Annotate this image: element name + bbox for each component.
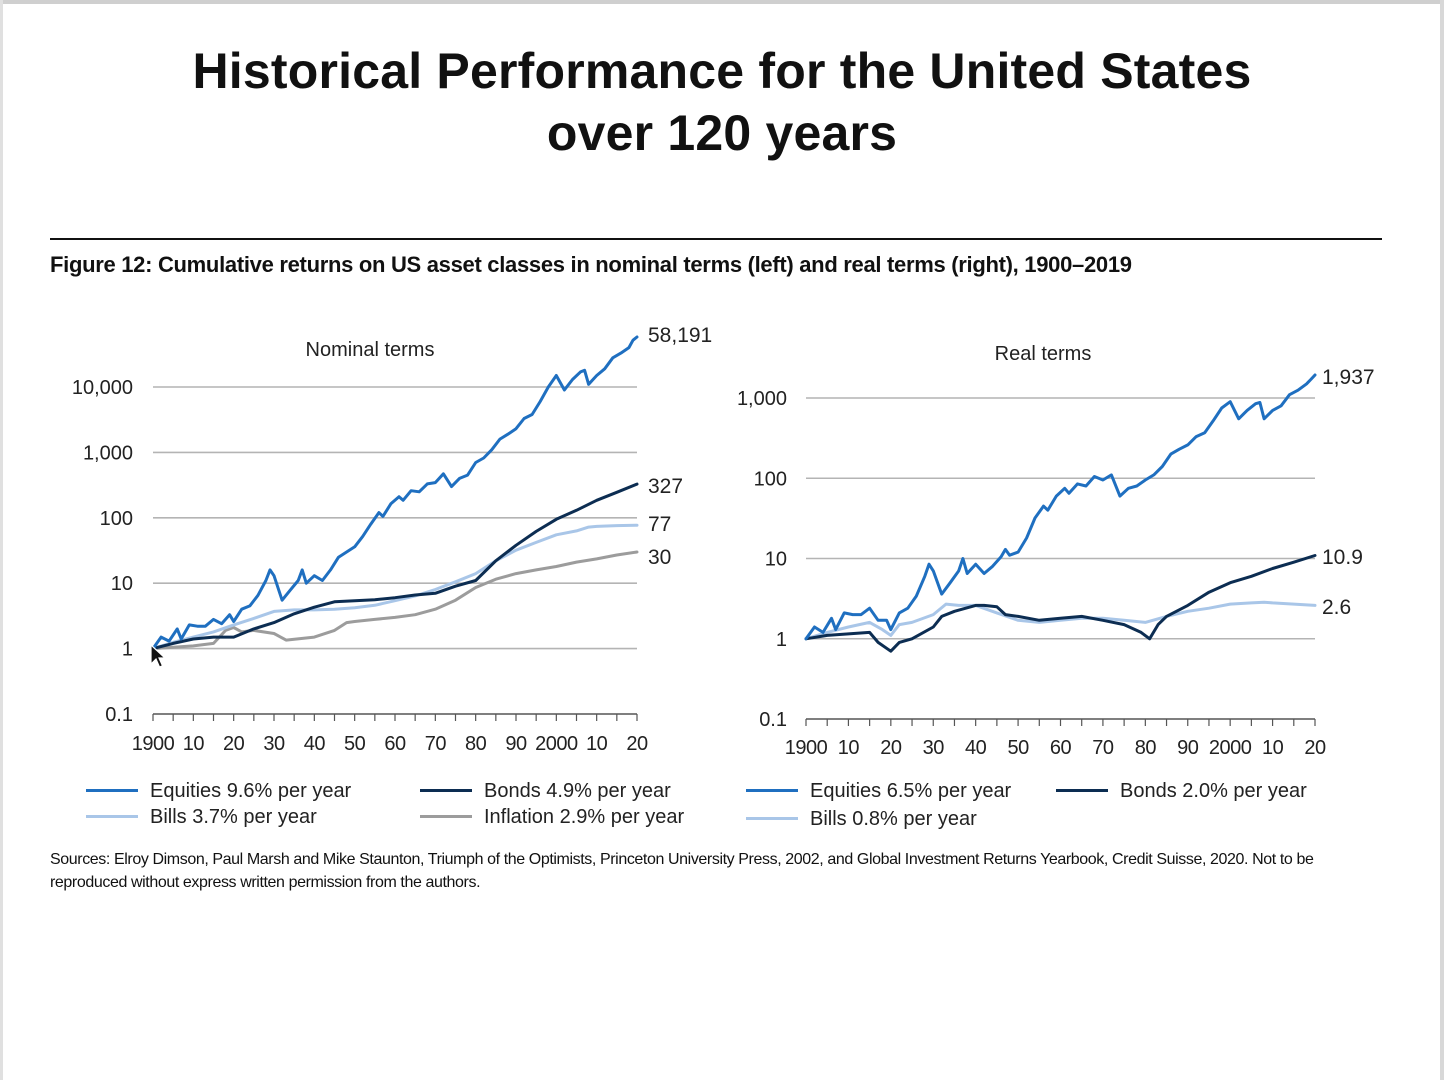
end-label-equities: 1,937 — [1322, 366, 1375, 389]
y-tick-label: 100 — [754, 468, 787, 490]
charts-canvas: Nominal terms 10,000 1,000 100 10 1 0.1 1900 10 2… — [72, 324, 1375, 759]
x-tick-label: 70 — [1092, 737, 1114, 759]
x-tick-label: 1900 — [132, 733, 175, 755]
sources-note: Sources: Elroy Dimson, Paul Marsh and Mi… — [50, 851, 1314, 891]
y-tick-label: 0.1 — [105, 704, 133, 726]
y-tick-label: 10 — [765, 549, 787, 571]
x-tick-label: 2000 — [535, 733, 578, 755]
x-tick-label: 20 — [880, 737, 902, 759]
y-tick-label: 1,000 — [737, 388, 787, 410]
series-line-equities — [804, 373, 1317, 641]
x-tick-label: 20 — [223, 733, 245, 755]
x-tick-label: 60 — [384, 733, 406, 755]
end-label-bills: 77 — [648, 513, 671, 536]
chart-title: Real terms — [995, 343, 1092, 365]
y-tick-label: 0.1 — [759, 709, 787, 731]
x-tick-label: 30 — [923, 737, 945, 759]
end-label-bills: 2.6 — [1322, 596, 1351, 619]
x-tick-label: 40 — [304, 733, 326, 755]
legend-label: Bills 3.7% per year — [150, 806, 317, 828]
series-line-bonds — [804, 554, 1317, 653]
y-tick-label: 100 — [100, 508, 133, 530]
x-tick-label: 20 — [626, 733, 648, 755]
series-line-inflation — [151, 550, 639, 651]
legend-label: Equities 9.6% per year — [150, 780, 352, 802]
legend-swatch — [746, 789, 798, 792]
x-tick-label: 50 — [1007, 737, 1029, 759]
end-label-bonds: 327 — [648, 475, 683, 498]
x-tick-label: 80 — [1135, 737, 1157, 759]
mouse-cursor-icon — [150, 644, 166, 668]
chart-title: Nominal terms — [306, 339, 435, 361]
x-tick-label: 60 — [1050, 737, 1072, 759]
y-tick-label: 10 — [111, 573, 133, 595]
x-tick-label: 10 — [183, 733, 205, 755]
window-right-frame — [1440, 0, 1444, 1080]
x-tick-label: 10 — [838, 737, 860, 759]
x-tick-label: 2000 — [1209, 737, 1252, 759]
legend-swatch — [86, 789, 138, 792]
legend-swatch — [420, 789, 472, 792]
series-line-equities — [151, 335, 639, 651]
legend-label: Bonds 4.9% per year — [484, 780, 671, 802]
x-tick-label: 30 — [263, 733, 285, 755]
legend-swatch — [1056, 789, 1108, 792]
x-tick-label: 20 — [1304, 737, 1326, 759]
figure-caption: Figure 12: Cumulative returns on US asse… — [50, 252, 1132, 277]
figure-rule — [50, 238, 1382, 240]
y-tick-label: 10,000 — [72, 377, 133, 399]
window-top-frame — [0, 0, 1444, 4]
y-tick-label: 1 — [122, 639, 133, 661]
x-tick-label: 90 — [505, 733, 527, 755]
end-label-equities: 58,191 — [648, 324, 712, 347]
series-line-bills — [151, 523, 639, 651]
x-tick-label: 40 — [965, 737, 987, 759]
legend-label: Bills 0.8% per year — [810, 808, 977, 830]
x-tick-label: 1900 — [785, 737, 828, 759]
x-tick-label: 10 — [1262, 737, 1284, 759]
legend-label: Inflation 2.9% per year — [484, 806, 685, 828]
series-line-bonds — [151, 482, 639, 651]
window-left-frame — [0, 0, 3, 1080]
legend-swatch — [86, 815, 138, 818]
x-tick-label: 90 — [1177, 737, 1199, 759]
legend-label: Bonds 2.0% per year — [1120, 780, 1307, 802]
series-line-bills — [804, 600, 1317, 641]
y-tick-label: 1 — [776, 629, 787, 651]
x-tick-label: 50 — [344, 733, 366, 755]
x-tick-label: 80 — [465, 733, 487, 755]
legend-label: Equities 6.5% per year — [810, 780, 1012, 802]
y-tick-label: 1,000 — [83, 442, 133, 464]
end-label-inflation: 30 — [648, 546, 671, 569]
legend-swatch — [420, 815, 472, 818]
legend-swatch — [746, 817, 798, 820]
page-title: Historical Performance for the United St… — [0, 40, 1444, 164]
x-tick-label: 70 — [425, 733, 447, 755]
page-title-line-1: Historical Performance for the United St… — [192, 43, 1252, 99]
page-title-line-2: over 120 years — [546, 105, 898, 161]
end-label-bonds: 10.9 — [1322, 546, 1363, 569]
x-tick-label: 10 — [586, 733, 608, 755]
